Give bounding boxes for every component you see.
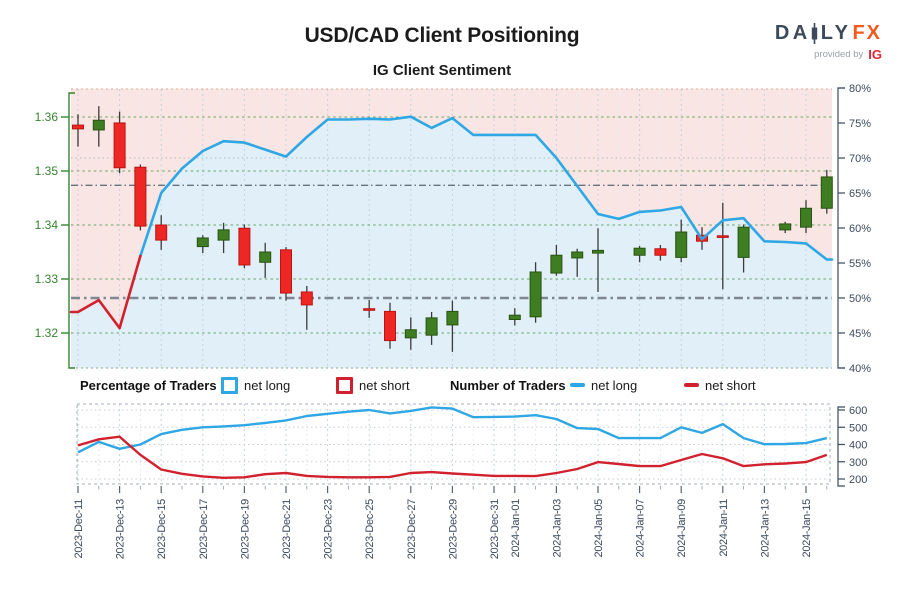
- svg-text:55%: 55%: [849, 258, 871, 270]
- svg-text:2023-Dec-29: 2023-Dec-29: [447, 499, 459, 559]
- svg-text:75%: 75%: [849, 118, 871, 130]
- percent-axis: 80% 75% 70% 65% 60% 55% 50% 45% 40%: [837, 83, 871, 375]
- net-short-square-icon: [336, 376, 353, 394]
- svg-text:70%: 70%: [849, 153, 871, 165]
- dailyfx-logo: DA LY FX provided by IG: [775, 22, 882, 62]
- legend-number-of-traders: Number of Traders: [450, 377, 566, 393]
- candlesticks: [72, 106, 833, 352]
- svg-text:1.34: 1.34: [35, 218, 59, 232]
- svg-text:2023-Dec-25: 2023-Dec-25: [364, 499, 376, 559]
- sentiment-line-net-long: [139, 115, 834, 261]
- svg-text:500: 500: [849, 422, 867, 434]
- svg-text:2023-Dec-23: 2023-Dec-23: [323, 499, 335, 559]
- svg-text:400: 400: [849, 440, 867, 452]
- logo-daily-right: LY: [820, 22, 852, 44]
- count-line-net-short: [77, 435, 828, 479]
- legend-pct-net-short: net short: [336, 375, 410, 395]
- svg-text:2024-Jan-01: 2024-Jan-01: [510, 499, 522, 558]
- svg-text:2023-Dec-27: 2023-Dec-27: [406, 499, 418, 559]
- sentiment-areas: [71, 89, 832, 368]
- svg-text:45%: 45%: [849, 328, 871, 340]
- legend-count-net-long: net long: [570, 375, 637, 395]
- legend-count-net-short: net short: [684, 375, 756, 395]
- logo-daily-left: DA: [774, 22, 811, 44]
- logo-candlestick-icon: [811, 23, 817, 44]
- svg-text:2024-Jan-13: 2024-Jan-13: [759, 499, 771, 558]
- svg-text:2024-Jan-11: 2024-Jan-11: [718, 499, 730, 557]
- net-long-square-icon: [221, 376, 238, 394]
- net-long-line-icon: [570, 383, 585, 387]
- svg-text:1.33: 1.33: [35, 272, 59, 286]
- svg-text:2024-Jan-09: 2024-Jan-09: [676, 499, 688, 558]
- price-axis: 1.36 1.35 1.34 1.33 1.32: [35, 92, 75, 369]
- svg-text:65%: 65%: [849, 188, 871, 200]
- svg-text:60%: 60%: [849, 223, 871, 235]
- svg-text:2023-Dec-19: 2023-Dec-19: [239, 499, 251, 559]
- chart-legend: Percentage of Traders net long net short…: [0, 375, 900, 395]
- count-line-net-long: [77, 406, 828, 454]
- svg-text:300: 300: [849, 457, 867, 469]
- count-axis: 600 500 400 300 200: [837, 405, 867, 487]
- logo-ig: IG: [868, 47, 882, 62]
- svg-text:2023-Dec-17: 2023-Dec-17: [198, 499, 210, 559]
- svg-text:2023-Dec-15: 2023-Dec-15: [156, 499, 168, 559]
- net-short-line-icon: [684, 383, 699, 387]
- svg-text:1.32: 1.32: [35, 326, 59, 340]
- svg-text:1.35: 1.35: [35, 164, 59, 178]
- date-axis: 2023-Dec-11 2023-Dec-13 2023-Dec-15 2023-De…: [73, 486, 828, 559]
- svg-text:2023-Dec-31: 2023-Dec-31: [489, 499, 501, 559]
- chart-subtitle: IG Client Sentiment: [372, 62, 512, 79]
- svg-text:600: 600: [849, 405, 867, 417]
- svg-text:2023-Dec-11: 2023-Dec-11: [73, 499, 85, 559]
- sentiment-line-net-short-segment: [69, 254, 142, 330]
- svg-text:2024-Jan-03: 2024-Jan-03: [551, 499, 563, 558]
- svg-text:2023-Dec-13: 2023-Dec-13: [115, 499, 127, 559]
- page-title: USD/CAD Client Positioning: [304, 24, 580, 47]
- svg-text:200: 200: [849, 474, 867, 486]
- svg-text:2023-Dec-21: 2023-Dec-21: [281, 499, 293, 559]
- logo-fx: FX: [852, 22, 882, 44]
- svg-text:40%: 40%: [849, 363, 871, 375]
- legend-percentage-of-traders: Percentage of Traders: [80, 377, 217, 393]
- traders-count-panel: [76, 403, 831, 485]
- reference-lines: [71, 184, 832, 300]
- svg-text:2024-Jan-15: 2024-Jan-15: [801, 499, 813, 558]
- logo-provided-by: provided by: [814, 49, 864, 60]
- svg-text:2024-Jan-07: 2024-Jan-07: [635, 499, 647, 558]
- dailyfx-wordmark: DA LY FX: [775, 22, 882, 45]
- svg-text:1.36: 1.36: [35, 110, 59, 124]
- svg-text:80%: 80%: [849, 83, 871, 95]
- svg-text:50%: 50%: [849, 293, 871, 305]
- svg-text:2024-Jan-05: 2024-Jan-05: [593, 499, 605, 558]
- legend-pct-net-long: net long: [221, 375, 290, 395]
